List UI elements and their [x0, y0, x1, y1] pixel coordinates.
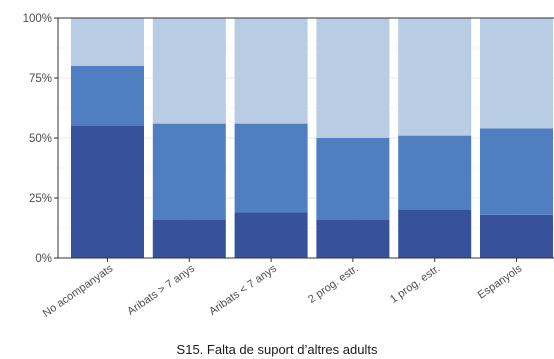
bar-segment-3-6 — [480, 18, 553, 129]
x-tick-label: Aribats > 7 anys — [125, 262, 197, 318]
bar-segment-1-4 — [316, 219, 390, 258]
bar-segment-1-6 — [480, 214, 553, 258]
x-tick-label: No acompanyats — [41, 262, 116, 319]
y-axis-ticks: 0% 25% 50% 75% 100% — [23, 13, 58, 265]
x-axis-title: S15. Falta de suport d’altres adults — [177, 342, 378, 357]
y-tick-label: 0% — [35, 253, 52, 265]
bars — [71, 18, 553, 258]
bar-segment-2-1 — [71, 66, 144, 126]
bar-segment-2-2 — [152, 123, 226, 220]
bar-segment-2-5 — [398, 135, 472, 210]
x-tick-label: 2 prog. estr. — [306, 263, 360, 306]
y-tick-label: 75% — [29, 73, 52, 85]
y-tick-label: 100% — [23, 13, 52, 25]
bar-segment-1-1 — [71, 126, 144, 258]
y-tick-label: 50% — [29, 133, 52, 145]
x-axis-ticks: No acompanyats Aribats > 7 anys Aribats < … — [41, 258, 525, 320]
bar-segment-1-3 — [234, 212, 308, 258]
y-tick-label: 25% — [29, 193, 52, 205]
x-tick-label: Espanyols — [476, 262, 525, 301]
bar-segment-2-3 — [234, 123, 308, 213]
bar-segment-3-3 — [234, 18, 308, 124]
x-tick-label: Aribats < 7 anys — [207, 262, 279, 318]
bar-segment-3-4 — [316, 18, 390, 138]
bar-segment-3-2 — [152, 18, 226, 124]
bar-segment-1-5 — [398, 210, 472, 258]
bar-segment-3-5 — [398, 18, 472, 136]
x-tick-label: 1 prog. estr. — [388, 263, 442, 306]
bar-segment-3-1 — [71, 18, 144, 66]
bar-segment-2-4 — [316, 138, 390, 220]
bar-segment-2-6 — [480, 128, 553, 215]
bar-segment-1-2 — [152, 219, 226, 258]
